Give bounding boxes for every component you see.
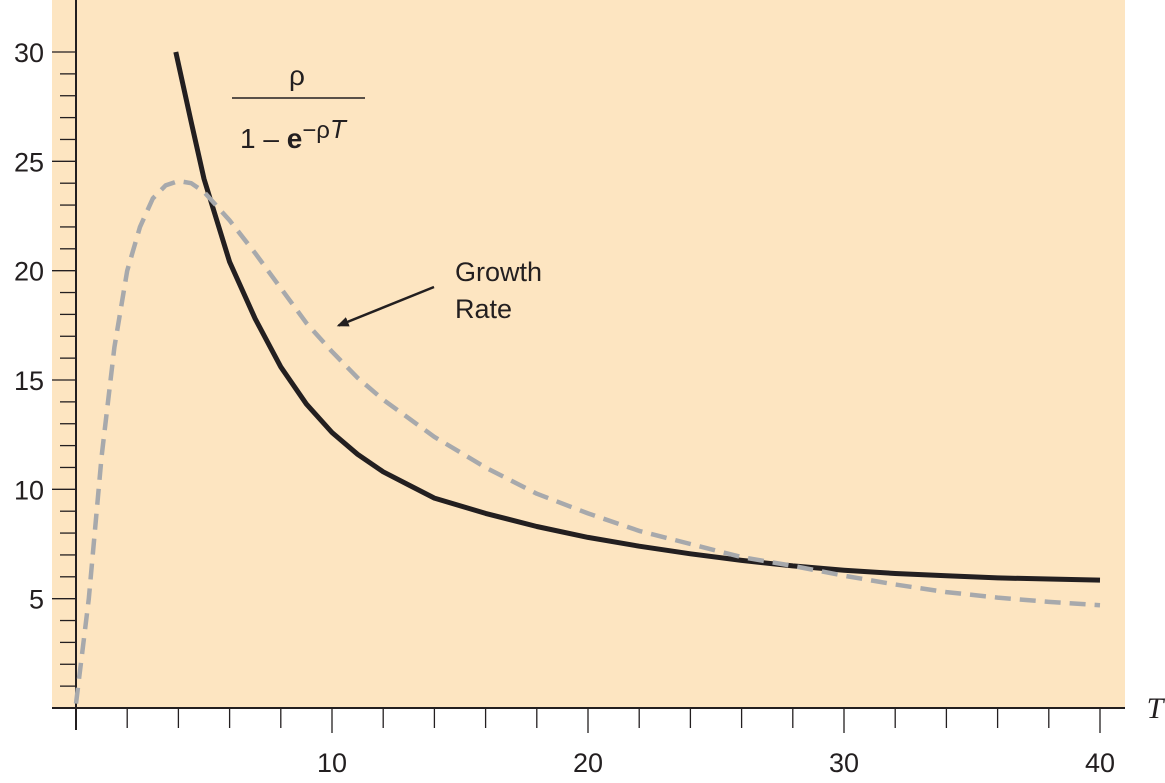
growth-rate-arrow	[336, 285, 435, 327]
x-tick-label: 40	[1085, 748, 1115, 778]
x-tick-label: 20	[573, 748, 603, 778]
y-tick-label: 10	[14, 475, 44, 505]
y-tick-label: 20	[14, 257, 44, 287]
axis-ticks	[52, 51, 1101, 733]
growth-rate-label: Growth	[455, 257, 542, 287]
x-axis-title: T	[1147, 692, 1165, 725]
growth-rate-label: Rate	[455, 294, 512, 324]
growth-rate-curve	[73, 178, 1101, 704]
axes	[52, 0, 1125, 730]
plot-background	[52, 0, 1125, 708]
formula-curve	[173, 51, 1101, 583]
annotations: ρ 1 – e−ρT Growth Rate	[232, 60, 542, 327]
formula-numerator: ρ	[289, 60, 305, 91]
x-tick-label: 10	[317, 748, 347, 778]
x-tick-label: 30	[829, 748, 859, 778]
y-tick-label: 15	[14, 366, 44, 396]
y-tick-label: 5	[29, 585, 44, 615]
tick-labels: 5 10 15 20 25 30 10 20 30 40 T	[14, 38, 1165, 778]
y-tick-label: 30	[14, 38, 44, 68]
y-tick-label: 25	[14, 147, 44, 177]
formula-denominator: 1 – e−ρT	[240, 114, 348, 154]
series-lines	[73, 51, 1101, 704]
